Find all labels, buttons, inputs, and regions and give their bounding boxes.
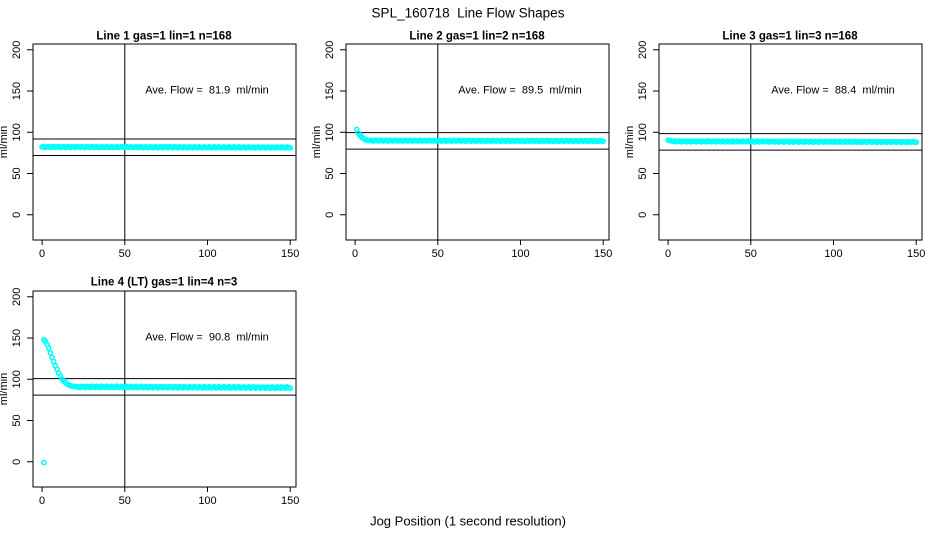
y-tick-label: 50 <box>11 414 23 426</box>
y-tick-label: 50 <box>637 167 649 179</box>
y-tick-label: 0 <box>637 212 649 218</box>
panel-3-plot: 0 50 100 150 0 50 100 150 200 ml/min <box>624 41 925 260</box>
flow-data-points <box>39 143 294 151</box>
y-tick-label: 0 <box>11 212 23 218</box>
panel-1-plot: 0 50 100 150 0 50 100 150 200 ml/min <box>0 41 299 260</box>
y-tick-label: 100 <box>11 123 23 141</box>
x-tick-label: 100 <box>511 248 529 260</box>
y-tick-label: 200 <box>637 41 649 59</box>
data-point <box>40 459 47 466</box>
plot-box <box>32 43 297 241</box>
x-tick-label: 50 <box>119 495 131 507</box>
y-tick-label: 200 <box>324 41 336 59</box>
flow-data-points <box>353 126 607 145</box>
y-tick-label: 200 <box>11 41 23 59</box>
y-tick-label: 150 <box>11 329 23 347</box>
panel-3-avg-flow-annotation: Ave. Flow = 88.4 ml/min <box>771 84 895 97</box>
x-tick-label: 100 <box>198 495 216 507</box>
panel-2-avg-flow-annotation: Ave. Flow = 89.5 ml/min <box>458 84 582 97</box>
data-point <box>287 144 294 151</box>
y-axis-label: ml/min <box>624 126 636 158</box>
x-tick-label: 50 <box>745 248 757 260</box>
data-point <box>600 138 607 145</box>
y-tick-label: 100 <box>637 123 649 141</box>
y-tick-label: 150 <box>637 82 649 100</box>
data-point <box>45 345 52 352</box>
x-tick-label: 50 <box>432 248 444 260</box>
panel-3-title: Line 3 gas=1 lin=3 n=168 <box>722 30 858 43</box>
data-point <box>913 139 920 146</box>
panel-2-plot: 0 50 100 150 0 50 100 150 200 ml/min <box>311 41 612 260</box>
panel-4-avg-flow-annotation: Ave. Flow = 90.8 ml/min <box>145 331 269 344</box>
x-tick-label: 150 <box>594 248 612 260</box>
x-tick-label: 0 <box>665 248 671 260</box>
flow-data-points <box>40 336 294 466</box>
x-tick-label: 100 <box>198 248 216 260</box>
figure-main-title: SPL_160718 Line Flow Shapes <box>371 5 565 21</box>
data-point <box>47 350 54 356</box>
data-point <box>287 385 294 392</box>
panel-4-plot: 0 50 100 150 0 50 100 150 200 ml/min <box>0 288 299 507</box>
x-tick-label: 0 <box>352 248 358 260</box>
flow-data-points <box>665 137 920 146</box>
x-tick-label: 150 <box>281 248 299 260</box>
figure-x-axis-label: Jog Position (1 second resolution) <box>370 513 566 529</box>
plot-box <box>658 43 923 241</box>
y-tick-label: 0 <box>324 212 336 218</box>
x-tick-label: 50 <box>119 248 131 260</box>
y-tick-label: 50 <box>324 167 336 179</box>
y-tick-label: 0 <box>11 459 23 465</box>
y-axis-label: ml/min <box>311 126 323 158</box>
x-tick-label: 0 <box>39 248 45 260</box>
y-tick-label: 100 <box>324 123 336 141</box>
panel-4-title: Line 4 (LT) gas=1 lin=4 n=3 <box>90 276 238 289</box>
plot-box <box>345 43 610 241</box>
panel-2-title: Line 2 gas=1 lin=2 n=168 <box>409 30 545 43</box>
y-tick-label: 100 <box>11 370 23 388</box>
y-tick-label: 150 <box>324 82 336 100</box>
plot-box <box>32 290 297 488</box>
panel-1-title: Line 1 gas=1 lin=1 n=168 <box>96 30 232 43</box>
x-tick-label: 100 <box>824 248 842 260</box>
y-axis-label: ml/min <box>0 126 10 158</box>
x-tick-label: 150 <box>281 495 299 507</box>
y-tick-label: 50 <box>11 167 23 179</box>
x-tick-label: 0 <box>39 495 45 507</box>
y-axis-label: ml/min <box>0 373 10 405</box>
x-tick-label: 150 <box>907 248 925 260</box>
panel-1-avg-flow-annotation: Ave. Flow = 81.9 ml/min <box>145 84 269 97</box>
y-tick-label: 150 <box>11 82 23 100</box>
y-tick-label: 200 <box>11 288 23 306</box>
